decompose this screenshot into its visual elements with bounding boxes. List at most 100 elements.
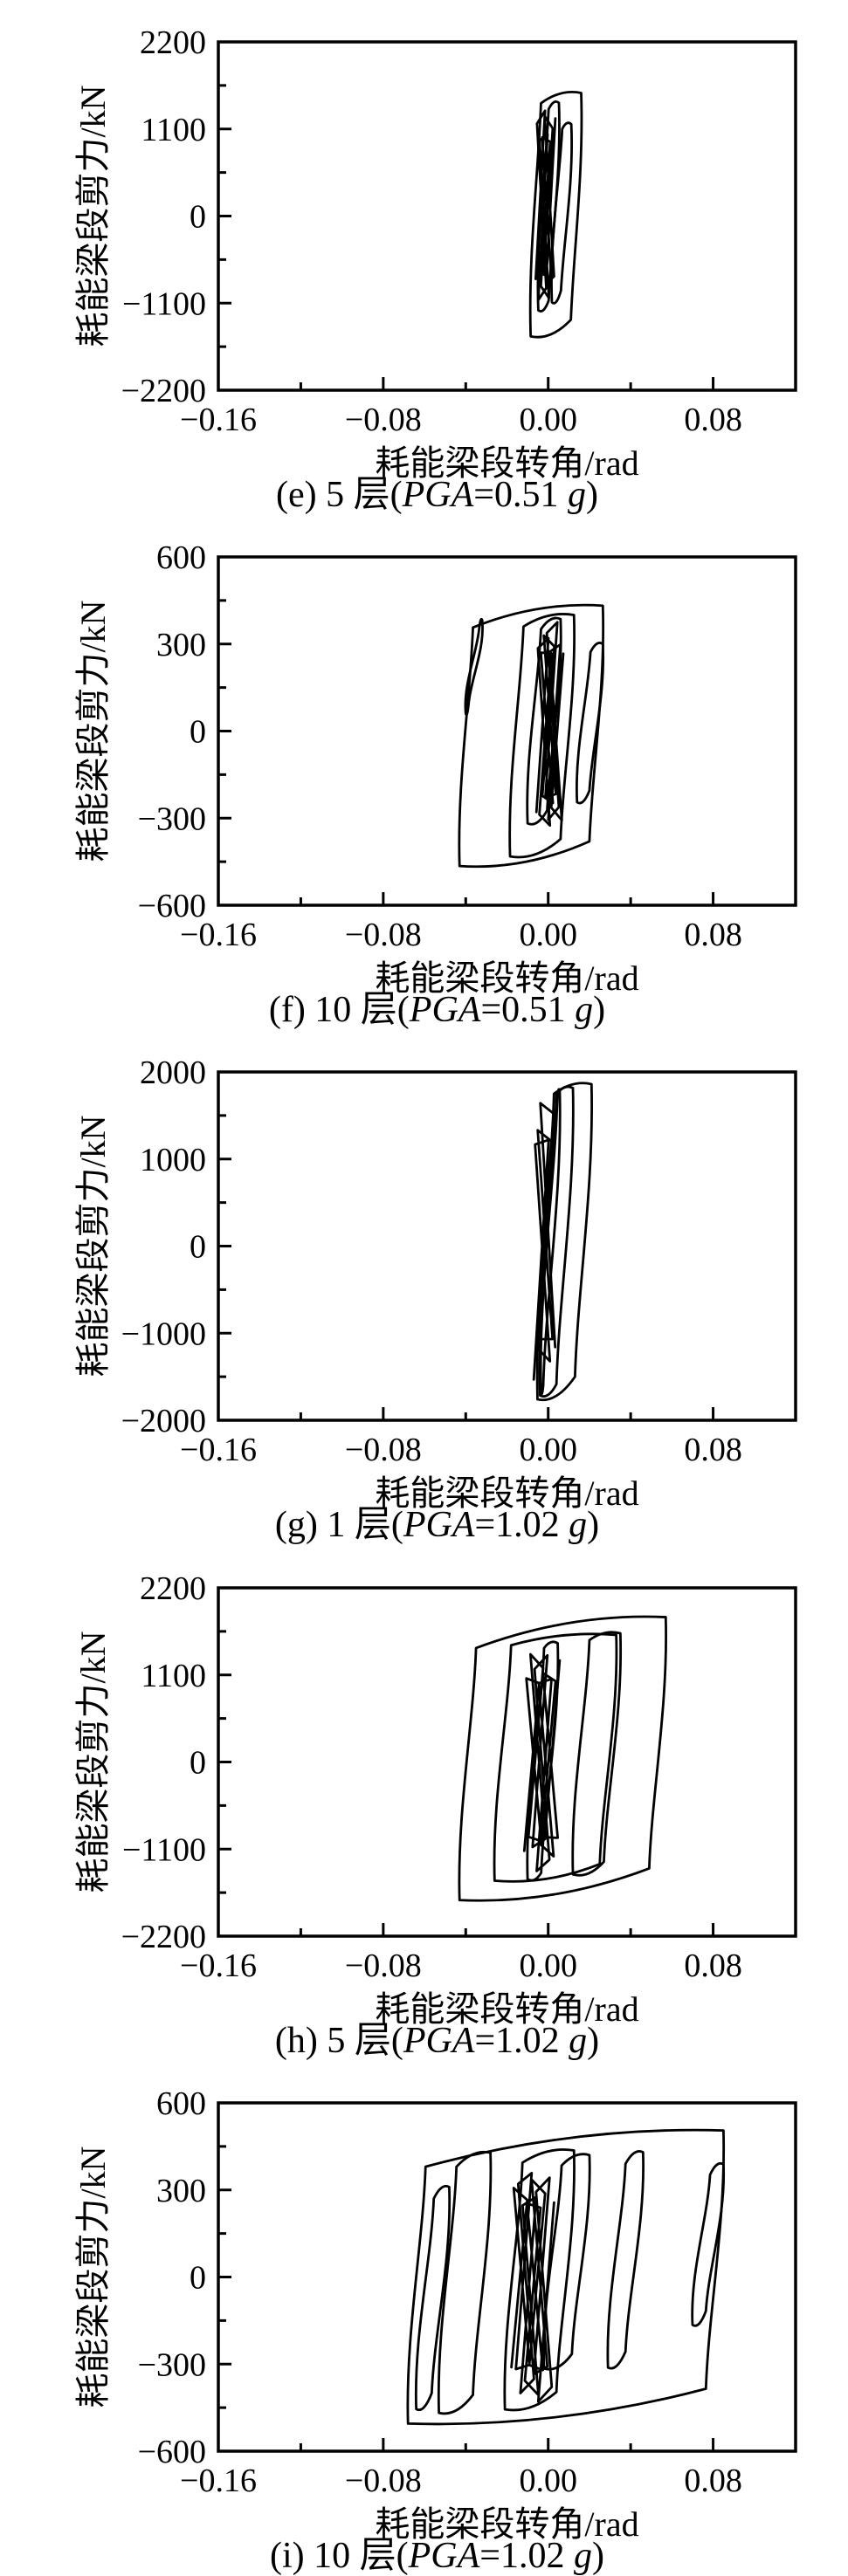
hysteresis-curve xyxy=(464,617,484,716)
hysteresis-curve xyxy=(503,2148,576,2412)
chart-caption: (f) 10 层(PGA=0.51 g) xyxy=(26,990,848,1030)
plot-border xyxy=(217,1586,797,1938)
y-tick-label: 1100 xyxy=(141,112,206,148)
y-tick-label: −2000 xyxy=(121,1403,206,1439)
chart-block-h: 2200 1100 0 −1100 −2200 −0.16 −0.08 0.00 0.08 耗能梁… xyxy=(0,1546,848,2061)
y-tick-label: 0 xyxy=(190,2260,206,2297)
chart-caption: (h) 5 层(PGA=1.02 g) xyxy=(26,2021,848,2061)
y-axis-title: 耗能梁段剪力/kN xyxy=(73,86,113,347)
hysteresis-curve xyxy=(550,121,574,305)
caption-part: ) xyxy=(587,2021,600,2061)
y-tick-label: −1000 xyxy=(121,1315,206,1352)
axis-ticks xyxy=(217,1586,715,1938)
caption-part-italic: g xyxy=(569,1505,588,1545)
caption-part-italic: g xyxy=(569,2021,588,2061)
x-tick-label: 0.00 xyxy=(519,1947,577,1984)
caption-part: ) xyxy=(593,990,606,1030)
x-tick-label: −0.16 xyxy=(180,1432,257,1468)
x-tick-label: 0.08 xyxy=(684,402,742,438)
hysteresis-curve xyxy=(414,2184,452,2411)
y-axis-title: 耗能梁段剪力/kN xyxy=(73,1116,113,1377)
y-tick-label: −300 xyxy=(138,800,206,837)
hysteresis-curve xyxy=(458,603,605,869)
x-tick-label: 0.08 xyxy=(684,1947,742,1984)
hysteresis-curve xyxy=(542,2153,591,2371)
x-tick-label: −0.16 xyxy=(180,1947,257,1984)
axis-ticks xyxy=(217,40,715,392)
y-tick-label: −2200 xyxy=(121,1919,206,1955)
y-tick-label: 2200 xyxy=(140,1570,206,1607)
x-tick-label: −0.08 xyxy=(345,1432,422,1468)
chart-block-e: 2200 1100 0 −1100 −2200 −0.16 −0.08 0.00 0.08 耗能梁… xyxy=(0,0,848,515)
x-tick-label: −0.16 xyxy=(180,917,257,953)
hysteresis-scribble-dense xyxy=(510,2172,555,2403)
y-tick-label: −2200 xyxy=(121,373,206,409)
caption-part: (e) 5 层( xyxy=(276,475,403,515)
x-tick-label: 0.08 xyxy=(684,2463,742,2499)
y-tick-label: −1100 xyxy=(122,285,206,322)
chart-block-i: 600 300 0 −300 −600 −0.16 −0.08 0.00 0.08 耗能梁段转角/… xyxy=(0,2061,848,2576)
caption-part: ) xyxy=(587,1505,600,1545)
x-tick-label: −0.16 xyxy=(180,402,257,438)
hysteresis-curve xyxy=(571,1631,623,1877)
caption-part: =0.51 xyxy=(473,475,568,515)
hysteresis-scribble-dense xyxy=(534,109,557,302)
y-tick-label: 600 xyxy=(156,2085,206,2122)
hysteresis-curve xyxy=(528,90,583,339)
hysteresis-curve xyxy=(539,1088,562,1396)
caption-part-italic: g xyxy=(575,990,594,1030)
hysteresis-curves xyxy=(458,1615,667,1902)
y-tick-label: 1000 xyxy=(140,1142,206,1178)
y-tick-label: 0 xyxy=(190,714,206,751)
caption-part: ) xyxy=(585,475,598,515)
x-tick-label: 0.00 xyxy=(519,917,577,953)
hysteresis-curve xyxy=(606,2150,645,2370)
chart-svg: 600 300 0 −300 −600−0.16 −0.08 0.00 0.08 耗能梁段转角/… xyxy=(73,2085,797,2539)
x-axis-title: 耗能梁段转角/rad xyxy=(375,1473,638,1508)
hysteresis-scribble-dense xyxy=(522,1652,562,1872)
hysteresis-curve xyxy=(508,613,576,859)
x-tick-label: 0.00 xyxy=(519,1432,577,1468)
y-axis-title: 耗能梁段剪力/kN xyxy=(73,601,113,862)
caption-part: (g) 1 层( xyxy=(274,1505,403,1545)
y-axis-title: 耗能梁段剪力/kN xyxy=(73,2147,113,2408)
caption-part-italic: PGA xyxy=(409,990,481,1030)
y-tick-label: 600 xyxy=(156,539,206,576)
caption-part-italic: PGA xyxy=(402,475,474,515)
plot-border xyxy=(217,1070,797,1422)
x-tick-label: 0.08 xyxy=(684,917,742,953)
chart-svg: 2200 1100 0 −1100 −2200−0.16 −0.08 0.00 0.08 耗能梁… xyxy=(73,24,797,478)
x-tick-label: −0.08 xyxy=(345,917,422,953)
x-tick-label: −0.08 xyxy=(345,1947,422,1984)
x-tick-label: −0.08 xyxy=(345,402,422,438)
hysteresis-scribble-dense xyxy=(534,621,565,827)
y-tick-label: 0 xyxy=(190,199,206,236)
caption-part-italic: PGA xyxy=(403,2021,475,2061)
y-tick-label: 1100 xyxy=(141,1658,206,1694)
caption-part: =0.51 xyxy=(480,990,576,1030)
hysteresis-curves xyxy=(406,2128,726,2426)
hysteresis-curves xyxy=(458,603,605,869)
chart-caption: (i) 10 层(PGA=1.02 g) xyxy=(26,2536,848,2576)
x-tick-label: 0.00 xyxy=(519,402,577,438)
x-tick-label: −0.08 xyxy=(345,2463,422,2499)
caption-part: (h) 5 层( xyxy=(274,2021,403,2061)
chart-block-f: 600 300 0 −300 −600 −0.16 −0.08 0.00 0.08 耗能梁段转角/… xyxy=(0,515,848,1030)
caption-part-italic: PGA xyxy=(403,1505,475,1545)
hysteresis-curve xyxy=(691,2161,726,2327)
x-tick-label: −0.16 xyxy=(180,2463,257,2499)
y-tick-label: 2000 xyxy=(140,1054,206,1091)
hysteresis-curves xyxy=(532,1082,593,1402)
y-tick-label: 300 xyxy=(156,627,206,663)
caption-part: =1.02 xyxy=(479,2536,574,2576)
axis-ticks xyxy=(217,555,715,907)
caption-part: (f) 10 层( xyxy=(268,990,410,1030)
chart-svg: 2200 1100 0 −1100 −2200−0.16 −0.08 0.00 0.08 耗能梁… xyxy=(73,1570,797,2024)
x-axis-title: 耗能梁段转角/rad xyxy=(375,443,638,478)
axis-ticks xyxy=(217,2101,715,2453)
y-tick-label: 300 xyxy=(156,2173,206,2209)
chart-svg: 2000 1000 0 −1000 −2000−0.16 −0.08 0.00 0.08 耗能梁… xyxy=(73,1054,797,1508)
y-tick-label: −1100 xyxy=(122,1831,206,1868)
hysteresis-scribble-dense xyxy=(532,1102,557,1381)
